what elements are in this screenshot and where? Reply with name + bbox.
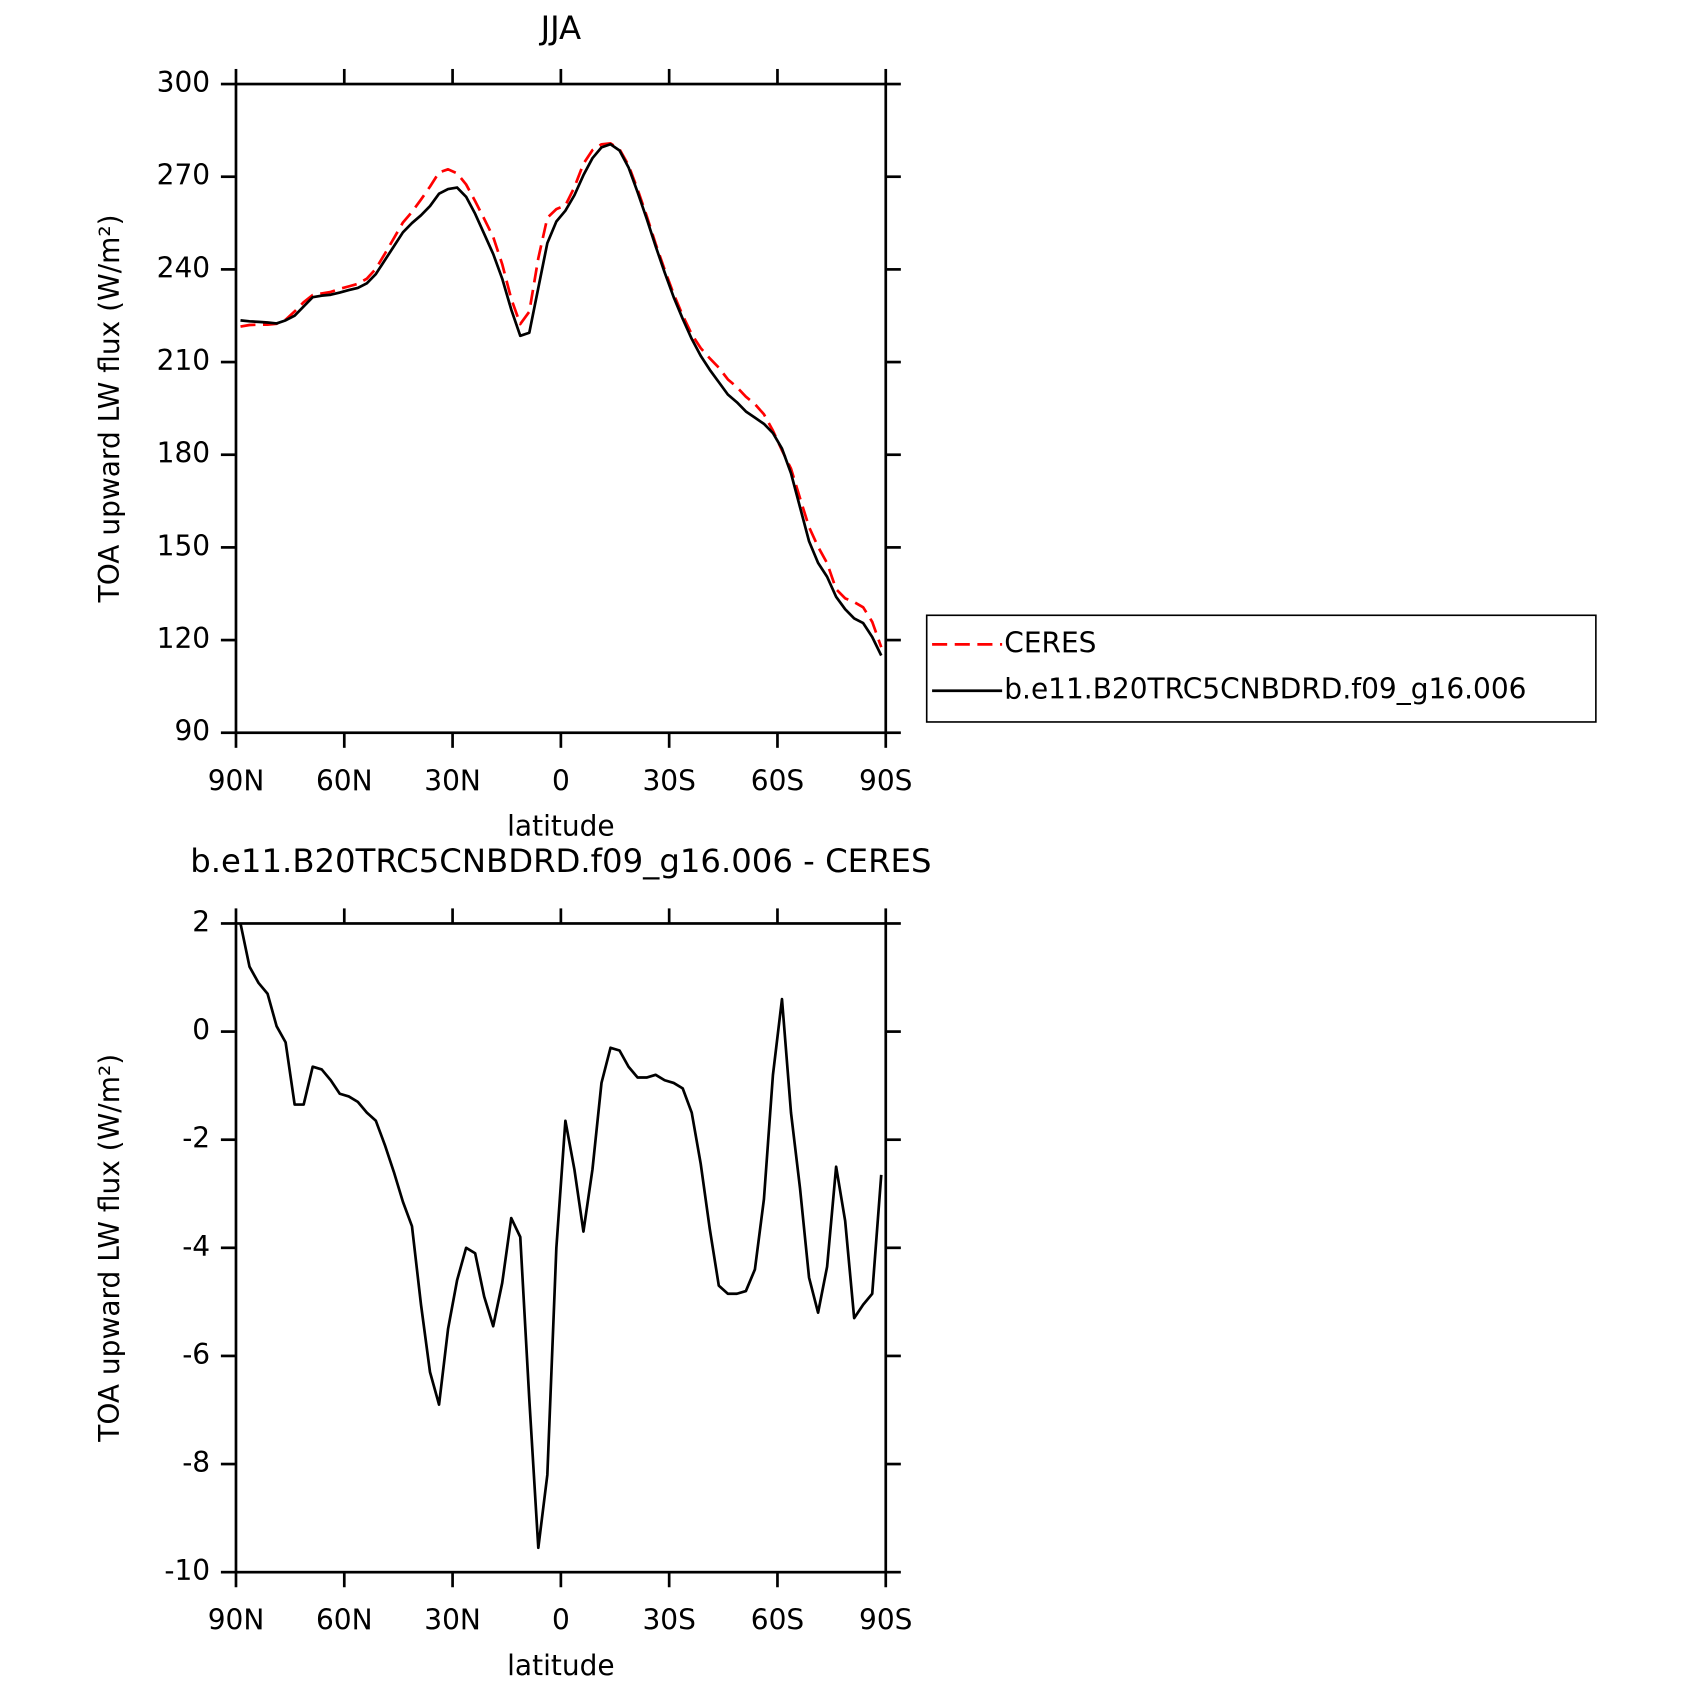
x-tick-label: 0 (552, 1604, 570, 1637)
legend-box (925, 614, 1597, 723)
series-line (240, 142, 883, 648)
y-tick-label: 300 (157, 66, 210, 99)
x-tick-label: 90S (859, 764, 912, 797)
x-tick-label: 30N (424, 1604, 481, 1637)
x-tick-label: 90N (208, 764, 265, 797)
y-tick-label: -4 (182, 1230, 210, 1263)
y-tick-label: 90 (174, 715, 210, 748)
y-tick-label: -10 (164, 1554, 210, 1587)
y-tick-label: -8 (182, 1446, 210, 1479)
x-tick-label: 60S (751, 1604, 804, 1637)
y-tick-label: -2 (182, 1122, 210, 1155)
x-tick-label: 60S (751, 764, 804, 797)
y-axis-label: TOA upward LW flux (W/m²) (93, 214, 126, 603)
x-tick-label: 60N (316, 764, 373, 797)
y-tick-label: 0 (192, 1014, 210, 1047)
plot-frame (234, 922, 888, 1574)
y-tick-label: 120 (157, 622, 210, 655)
chart-title: b.e11.B20TRC5CNBDRD.f09_g16.006 - CERES (190, 842, 931, 880)
x-tick-label: 90S (859, 1604, 912, 1637)
plot-frame (234, 82, 888, 735)
x-tick-label: 30S (642, 1604, 695, 1637)
series-line (239, 923, 883, 1550)
chart-title: JJA (539, 9, 582, 47)
x-axis-label: latitude (507, 810, 614, 843)
legend-label: b.e11.B20TRC5CNBDRD.f09_g16.006 (1004, 673, 1526, 706)
y-tick-label: 2 (192, 905, 210, 938)
x-tick-label: 90N (208, 1604, 265, 1637)
y-tick-label: -6 (182, 1338, 210, 1371)
x-tick-label: 30N (424, 764, 481, 797)
series-line (240, 142, 883, 657)
y-tick-label: 270 (157, 159, 210, 192)
x-tick-label: 30S (642, 764, 695, 797)
y-axis-label: TOA upward LW flux (W/m²) (93, 1054, 126, 1443)
y-tick-label: 240 (157, 251, 210, 284)
x-axis-label: latitude (507, 1649, 614, 1681)
y-tick-label: 210 (157, 344, 210, 377)
y-tick-label: 150 (157, 529, 210, 562)
y-tick-label: 180 (157, 437, 210, 470)
x-tick-label: 60N (316, 1604, 373, 1637)
legend-label: CERES (1004, 626, 1096, 659)
x-tick-label: 0 (552, 764, 570, 797)
